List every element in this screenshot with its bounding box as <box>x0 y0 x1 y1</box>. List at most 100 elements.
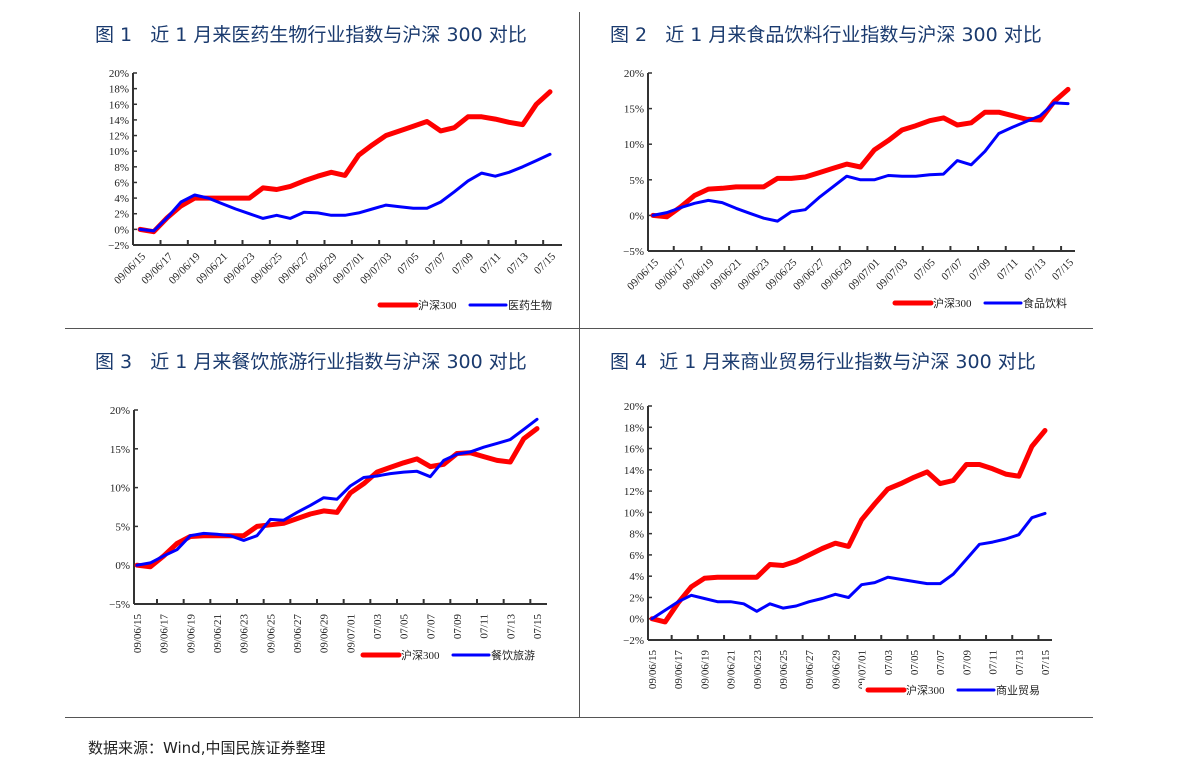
x-tick-label: 09/07/01 <box>345 614 357 653</box>
y-tick-label: 4% <box>629 571 644 583</box>
y-tick-label: 15% <box>110 444 130 456</box>
x-tick-label: 09/06/29 <box>830 650 842 690</box>
y-tick-label: 20% <box>110 405 130 417</box>
x-tick-label: 07/15 <box>1040 650 1052 676</box>
x-tick-label: 07/11 <box>995 257 1021 283</box>
y-tick-label: 16% <box>109 99 129 111</box>
x-tick-label: 07/15 <box>532 250 559 277</box>
y-tick-label: 20% <box>624 401 644 413</box>
series-line-sector <box>138 152 552 233</box>
x-tick-label: 09/06/17 <box>673 650 685 690</box>
x-tick-label: 07/07 <box>423 250 450 277</box>
x-tick-label: 07/13 <box>1014 650 1026 676</box>
x-tick-label: 09/06/25 <box>265 614 277 654</box>
y-tick-label: 18% <box>109 84 129 96</box>
x-tick-label: 09/06/19 <box>699 650 711 690</box>
x-tick-label: 07/13 <box>505 614 517 640</box>
y-tick-label: 2% <box>629 592 644 604</box>
legend-label-sector: 食品饮料 <box>1023 296 1067 310</box>
chart-2: −5%0%5%10%15%20%09/06/1509/06/1709/06/19… <box>623 68 1089 313</box>
series-line-hs300 <box>137 89 553 235</box>
x-tick-label: 09/06/29 <box>319 614 331 654</box>
x-tick-label: 07/09 <box>452 614 464 640</box>
x-tick-label: 09/06/19 <box>185 614 197 654</box>
y-tick-label: 4% <box>114 193 129 205</box>
y-tick-label: 14% <box>109 115 129 127</box>
legend: 沪深300 食品饮料 <box>889 293 1089 313</box>
y-tick-label: 10% <box>624 139 644 151</box>
y-tick-label: 20% <box>109 68 129 80</box>
chart-2-title: 图 2 近 1 月来食品饮料行业指数与沪深 300 对比 <box>610 24 1042 46</box>
x-tick-label: 09/06/21 <box>212 614 224 653</box>
y-tick-label: 5% <box>115 521 130 533</box>
x-tick-label: 07/11 <box>479 614 491 639</box>
x-tick-label: 09/07/01 <box>857 650 869 689</box>
x-tick-label: 09/06/27 <box>292 614 304 654</box>
series-line-sector <box>650 511 1047 621</box>
y-tick-label: 12% <box>109 131 129 143</box>
y-tick-label: 5% <box>629 175 644 187</box>
source-note: 数据来源：Wind,中国民族证券整理 <box>88 739 326 757</box>
x-tick-label: 07/07 <box>939 256 966 283</box>
x-tick-label: 09/06/15 <box>647 650 659 690</box>
y-tick-label: 15% <box>624 104 644 116</box>
y-tick-label: 0% <box>114 224 129 236</box>
x-tick-label: 07/05 <box>909 650 921 676</box>
x-tick-label: 09/06/15 <box>132 614 144 654</box>
series-line-hs300 <box>649 428 1048 625</box>
legend: 沪深300 商业贸易 <box>862 680 1062 700</box>
chart-4: −2% 0% 2% 4% 6% 8% 10% 12% 14% 16% 18% 20% 09/06/15 0… <box>623 401 1062 700</box>
y-tick-label: 10% <box>109 146 129 158</box>
x-tick-label: 09/07/03 <box>874 256 910 292</box>
x-tick-label: 07/09 <box>967 256 994 283</box>
vertical-divider <box>579 12 580 718</box>
y-tick-label: 20% <box>624 68 644 80</box>
y-tick-label: 0% <box>629 614 644 626</box>
x-tick-label: 07/03 <box>372 614 384 640</box>
x-tick-label: 07/09 <box>450 250 477 277</box>
y-tick-label: 0% <box>115 560 130 572</box>
y-tick-label: 12% <box>624 486 644 498</box>
y-tick-label: 8% <box>629 529 644 541</box>
x-tick-label: 09/06/25 <box>778 650 790 690</box>
y-tick-label: 14% <box>624 465 644 477</box>
y-tick-label: −2% <box>108 240 129 252</box>
x-tick-label: 09/06/21 <box>726 650 738 689</box>
x-tick-label: 07/03 <box>883 650 895 676</box>
legend: 沪深300 医药生物 <box>374 295 574 315</box>
x-tick-label: 09/06/23 <box>239 614 251 654</box>
legend: 沪深300 餐饮旅游 <box>357 645 557 665</box>
legend-label-hs300: 沪深300 <box>418 298 457 312</box>
legend-label-sector: 医药生物 <box>508 298 552 312</box>
y-tick-label: 18% <box>624 422 644 434</box>
legend-label-sector: 商业贸易 <box>996 683 1040 697</box>
horizontal-divider <box>65 328 1093 329</box>
x-tick-label: 07/13 <box>505 250 532 277</box>
y-tick-label: 8% <box>114 162 129 174</box>
x-tick-label: 09/07/03 <box>358 250 394 286</box>
y-tick-label: 10% <box>624 507 644 519</box>
chart-1: −2%0%2%4%6%8%10%12%14%16%18%20%09/06/150… <box>108 68 574 315</box>
bottom-divider <box>65 717 1093 718</box>
legend-label-hs300: 沪深300 <box>933 296 972 310</box>
x-tick-label: 07/07 <box>425 614 437 640</box>
y-tick-label: 6% <box>114 177 129 189</box>
y-tick-label: 2% <box>114 209 129 221</box>
legend-label-sector: 餐饮旅游 <box>491 648 535 662</box>
x-tick-label: 07/11 <box>478 251 504 277</box>
legend-label-hs300: 沪深300 <box>401 648 440 662</box>
x-tick-label: 07/07 <box>935 650 947 676</box>
x-tick-label: 07/09 <box>961 650 973 676</box>
x-tick-label: 07/11 <box>988 650 1000 675</box>
y-tick-label: 6% <box>629 550 644 562</box>
x-tick-label: 07/15 <box>532 614 544 640</box>
x-tick-label: 07/13 <box>1022 256 1049 283</box>
y-tick-label: 0% <box>629 210 644 222</box>
y-tick-label: −2% <box>623 635 644 647</box>
x-tick-label: 07/05 <box>912 256 939 283</box>
legend-label-hs300: 沪深300 <box>906 683 945 697</box>
y-tick-label: −5% <box>109 599 130 611</box>
chart-4-title: 图 4 近 1 月来商业贸易行业指数与沪深 300 对比 <box>610 351 1036 373</box>
series-line-sector <box>135 417 539 567</box>
